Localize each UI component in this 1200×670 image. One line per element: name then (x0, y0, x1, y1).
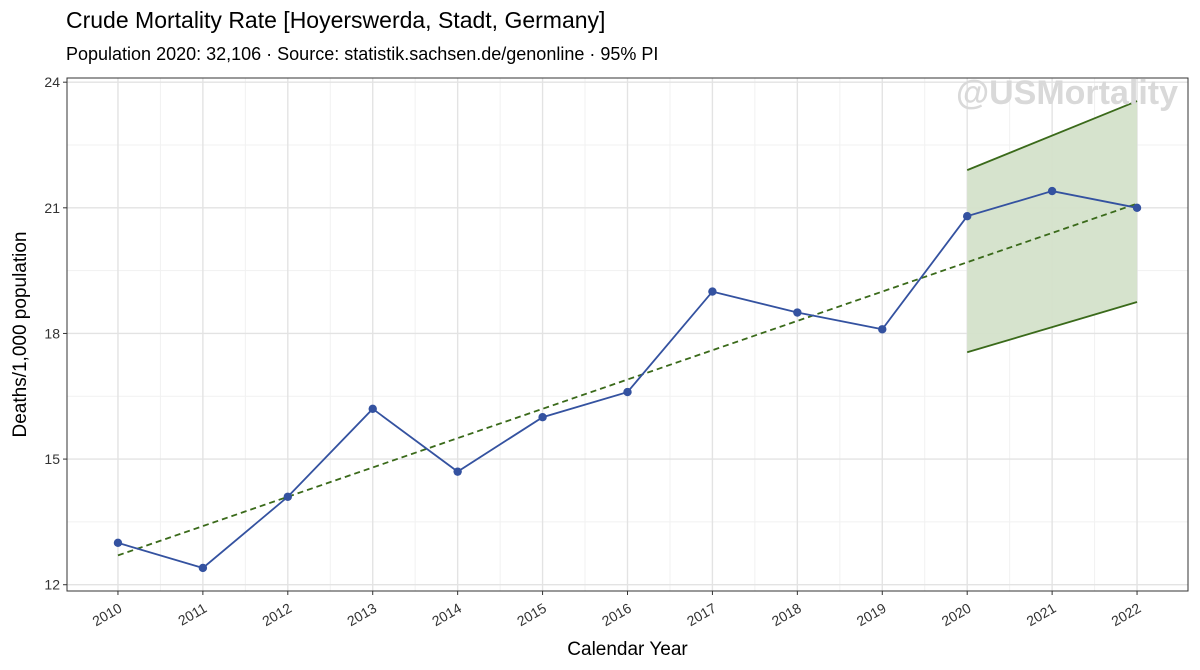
x-tick-label: 2021 (1024, 600, 1059, 630)
y-tick-label: 15 (44, 451, 60, 467)
x-tick-label: 2018 (769, 600, 804, 630)
y-tick-label: 12 (44, 577, 60, 593)
x-tick-label: 2010 (89, 600, 124, 630)
x-tick-label: 2020 (939, 600, 974, 630)
data-point (198, 563, 208, 573)
watermark-text: @USMortality (956, 74, 1178, 112)
prediction-interval-upper-line (966, 100, 1138, 171)
prediction-interval-lower-line (966, 301, 1138, 354)
chart-title: Crude Mortality Rate [Hoyerswerda, Stadt… (66, 7, 606, 33)
data-point (878, 325, 887, 334)
x-tick-label: 2011 (175, 600, 209, 629)
chart-subtitle: Population 2020: 32,106 · Source: statis… (66, 44, 659, 64)
x-tick-label: 2015 (514, 600, 549, 630)
data-point (708, 287, 717, 296)
x-tick-label: 2013 (344, 600, 379, 630)
data-point (368, 404, 377, 414)
data-point (283, 492, 293, 501)
prediction-interval-band (967, 101, 1138, 353)
y-axis-title: Deaths/1,000 population (10, 232, 31, 438)
x-tick-label: 2014 (429, 600, 464, 630)
data-point (453, 467, 462, 476)
x-tick-label: 2019 (854, 600, 889, 630)
data-point (793, 308, 802, 317)
y-tick-label: 21 (44, 200, 60, 216)
data-point (538, 413, 547, 422)
y-tick-label: 24 (44, 74, 60, 90)
data-point (113, 538, 123, 548)
x-tick-label: 2016 (599, 600, 634, 630)
data-point (962, 211, 972, 221)
x-tick-label: 2012 (259, 600, 294, 630)
y-tick-label: 18 (44, 325, 60, 341)
data-point (1132, 203, 1142, 213)
x-tick-label: 2022 (1109, 600, 1144, 630)
data-point (1047, 186, 1057, 196)
x-tick-label: 2017 (684, 600, 719, 630)
x-axis-title: Calendar Year (567, 639, 688, 660)
data-point (623, 387, 632, 397)
